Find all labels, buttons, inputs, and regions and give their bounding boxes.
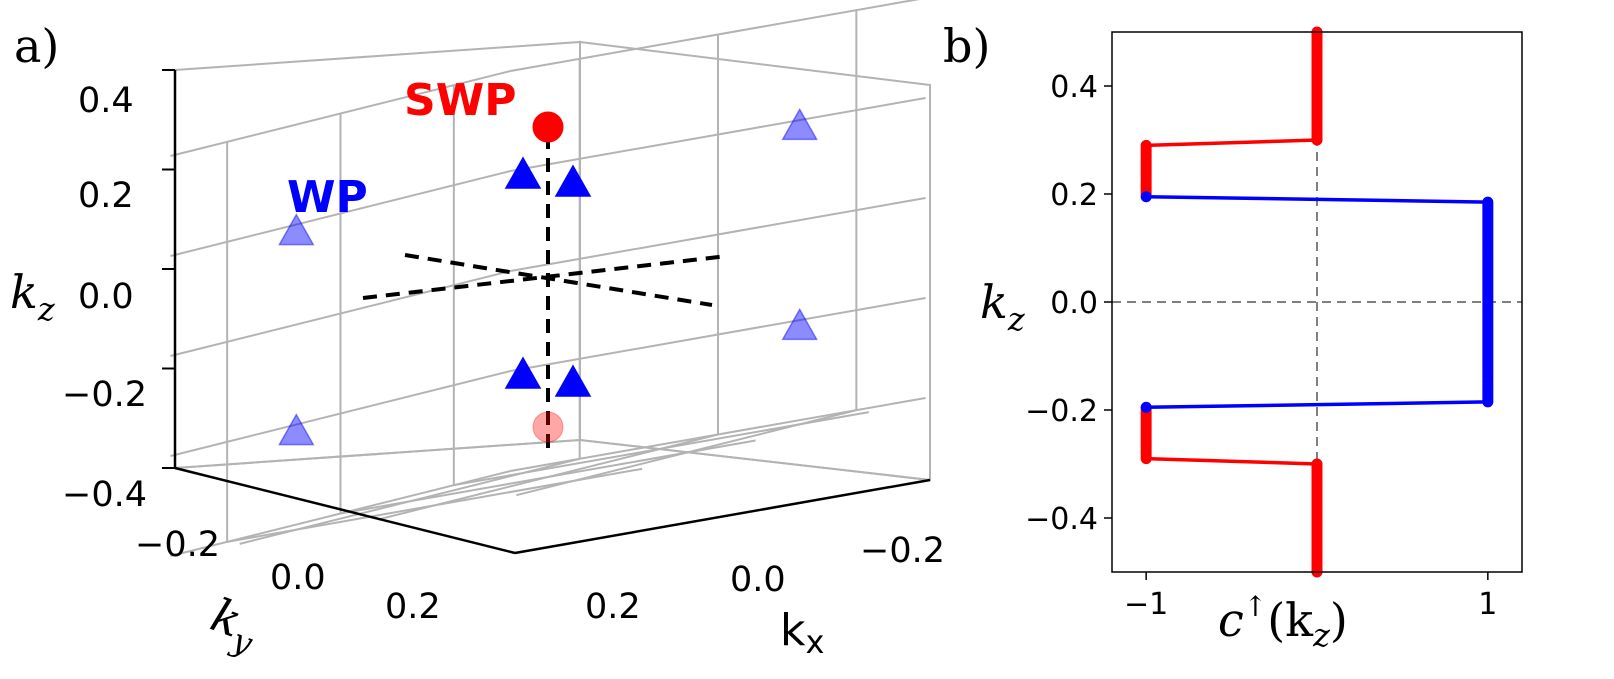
swp-marker <box>532 411 564 443</box>
grid-left-horizontal <box>170 70 511 157</box>
wp-marker <box>554 164 592 197</box>
grid-floor-y <box>226 467 643 543</box>
wp-marker <box>278 413 315 446</box>
y-tick-label: 0.0 <box>1050 286 1098 321</box>
z-tick-label: 0.4 <box>78 81 134 121</box>
grid-floor-y <box>340 439 756 515</box>
grid-left-horizontal <box>170 370 511 457</box>
panel-b-label: b) <box>943 19 990 73</box>
ylabel-b: kz <box>980 275 1026 338</box>
series-marker <box>1311 458 1323 470</box>
xlabel-b: c↑(kz) <box>1218 590 1348 654</box>
grid-right-horizontal <box>510 196 926 272</box>
panel-b-plot: 0.4 0.2 0.0 −0.2 −0.4 −1 1 kz c↑(kz) <box>980 26 1523 654</box>
series-line-c_up_lower_red <box>1144 410 1319 572</box>
y-axis-line <box>174 466 516 555</box>
grid-right-horizontal <box>510 96 926 172</box>
pane-right-wall <box>579 40 931 482</box>
y-tick-label: −0.2 <box>1025 394 1098 429</box>
x-axis-line <box>514 478 931 555</box>
wp-marker <box>278 213 315 246</box>
x-tick-label: 0.0 <box>730 560 786 600</box>
series-marker <box>1140 191 1152 203</box>
series-marker <box>1140 401 1152 413</box>
series-marker <box>1482 196 1494 208</box>
wp-marker <box>554 364 592 397</box>
x-tick-label: −1 <box>1124 587 1168 622</box>
x-tick-label: 1 <box>1478 587 1497 622</box>
wp-marker <box>504 356 542 389</box>
y-tick-label: 0.0 <box>270 558 326 598</box>
grid-left-horizontal <box>170 270 511 357</box>
xlabel-a: kx <box>780 605 824 661</box>
y-tick-label: 0.2 <box>1050 178 1098 213</box>
grid-right-horizontal <box>510 296 926 372</box>
y-tick-label: 0.4 <box>1050 70 1098 105</box>
wp-marker <box>781 307 818 341</box>
x-tick-label: −0.2 <box>860 531 945 571</box>
wp-marker <box>504 156 542 189</box>
series-marker <box>1140 139 1152 151</box>
wp-marker <box>781 107 818 141</box>
markers-3d <box>278 107 818 446</box>
swp-marker <box>532 111 564 143</box>
panel-a-3d-plot: 0.4 0.2 0.0 −0.2 −0.4 −0.2 0.0 0.2 −0.2 0.0 0.2 SW… <box>10 0 945 663</box>
grid-3d <box>170 0 926 557</box>
x-tick-label: 0.2 <box>585 587 641 627</box>
panel-a-label: a) <box>14 19 59 73</box>
z-tick-label: −0.2 <box>62 375 147 415</box>
series-line-c_up_upper_red <box>1144 32 1319 194</box>
ticks-3d: 0.4 0.2 0.0 −0.2 −0.4 −0.2 0.0 0.2 −0.2 0.0 0.2 <box>62 69 945 627</box>
zlabel-a: kz <box>10 265 56 328</box>
y-tick-label: 0.2 <box>385 587 441 627</box>
y-tick-label: −0.2 <box>135 525 220 565</box>
ky-dashed-axis <box>362 254 728 300</box>
y-tick-label: −0.4 <box>1025 502 1098 537</box>
axis-ticks: 0.4 0.2 0.0 −0.2 −0.4 −1 1 <box>1025 70 1497 622</box>
grid-left-horizontal <box>170 170 511 257</box>
z-tick-label: 0.0 <box>78 277 134 317</box>
annotation-wp: WP <box>287 172 368 223</box>
series-markers <box>1140 26 1494 578</box>
z-tick-label: −0.4 <box>62 475 147 515</box>
grid-right-horizontal <box>510 0 920 72</box>
z-tick-label: 0.2 <box>78 176 134 216</box>
annotation-swp: SWP <box>404 75 516 126</box>
ylabel-a: ky <box>201 588 267 663</box>
grid-floor-y <box>453 411 870 487</box>
kx-dashed-axis <box>404 253 713 307</box>
